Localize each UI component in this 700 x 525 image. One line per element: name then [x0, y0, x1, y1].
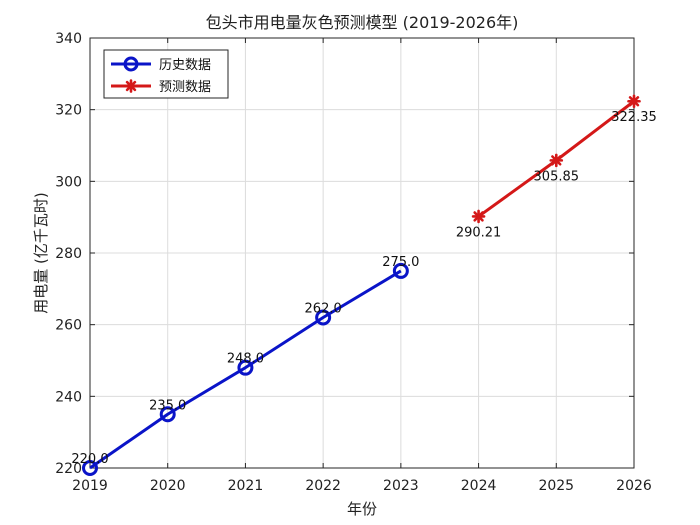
series-line-0: [89, 269, 402, 470]
data-point-forecast: [549, 153, 564, 168]
x-tick-label: 2019: [72, 478, 108, 494]
legend-box: [103, 49, 229, 99]
y-tick-label: 240: [55, 389, 82, 405]
x-axis-label: 年份: [347, 500, 377, 518]
series-layer: [82, 94, 641, 476]
y-tick-label: 220: [55, 461, 82, 477]
data-label: 220.0: [71, 452, 108, 467]
x-tick-label: 2020: [150, 478, 186, 494]
data-point-forecast: [471, 209, 486, 224]
asterisk-stroke: [125, 80, 137, 92]
y-tick-label: 260: [55, 318, 82, 334]
data-label: 235.0: [149, 398, 186, 413]
legend-label-history: 历史数据: [159, 58, 211, 73]
legend-marker-history: [123, 56, 139, 72]
x-axis-ticks: 2019 2020 2021 2022 2023 2024 2025 2026: [72, 38, 652, 494]
y-tick-label: 320: [55, 103, 82, 119]
asterisk-stroke: [628, 96, 640, 107]
y-tick-label: 280: [55, 246, 82, 262]
asterisk-stroke: [551, 155, 562, 166]
x-tick-label: 2025: [538, 478, 574, 494]
y-axis-label: 用电量 (亿千瓦时): [32, 192, 50, 313]
data-label: 275.0: [382, 255, 419, 270]
x-tick-label: 2026: [616, 478, 652, 494]
data-label: 248.0: [227, 352, 264, 367]
x-tick-label: 2021: [228, 478, 264, 494]
data-point-forecast: [627, 94, 641, 109]
legend-label-forecast: 预测数据: [159, 80, 211, 95]
y-axis-ticks: 220 240 260 280 300 320 340: [55, 31, 634, 477]
data-point-history: [392, 262, 409, 279]
data-point-history: [237, 359, 254, 376]
data-label: 322.35: [611, 110, 657, 125]
legend: 历史数据 预测数据: [103, 49, 229, 99]
legend-asterisk: [124, 79, 138, 93]
x-tick-label: 2022: [305, 478, 341, 494]
x-tick-label: 2024: [461, 478, 497, 494]
y-tick-label: 300: [55, 174, 82, 190]
legend-marker-forecast: [124, 79, 138, 93]
y-tick-label: 340: [55, 31, 82, 47]
data-point-history: [82, 460, 98, 476]
data-point-history: [315, 309, 332, 326]
chart-title: 包头市用电量灰色预测模型 (2019-2026年): [206, 13, 519, 32]
asterisk-stroke: [473, 211, 484, 222]
data-label: 305.85: [534, 169, 580, 184]
data-label: 290.21: [456, 225, 502, 240]
x-tick-label: 2023: [383, 478, 419, 494]
data-label: 262.0: [305, 302, 342, 317]
data-point-history: [159, 406, 176, 423]
data-labels: 220.0 235.0 248.0 262.0 275.0 290.21 305.85 322…: [71, 110, 656, 467]
